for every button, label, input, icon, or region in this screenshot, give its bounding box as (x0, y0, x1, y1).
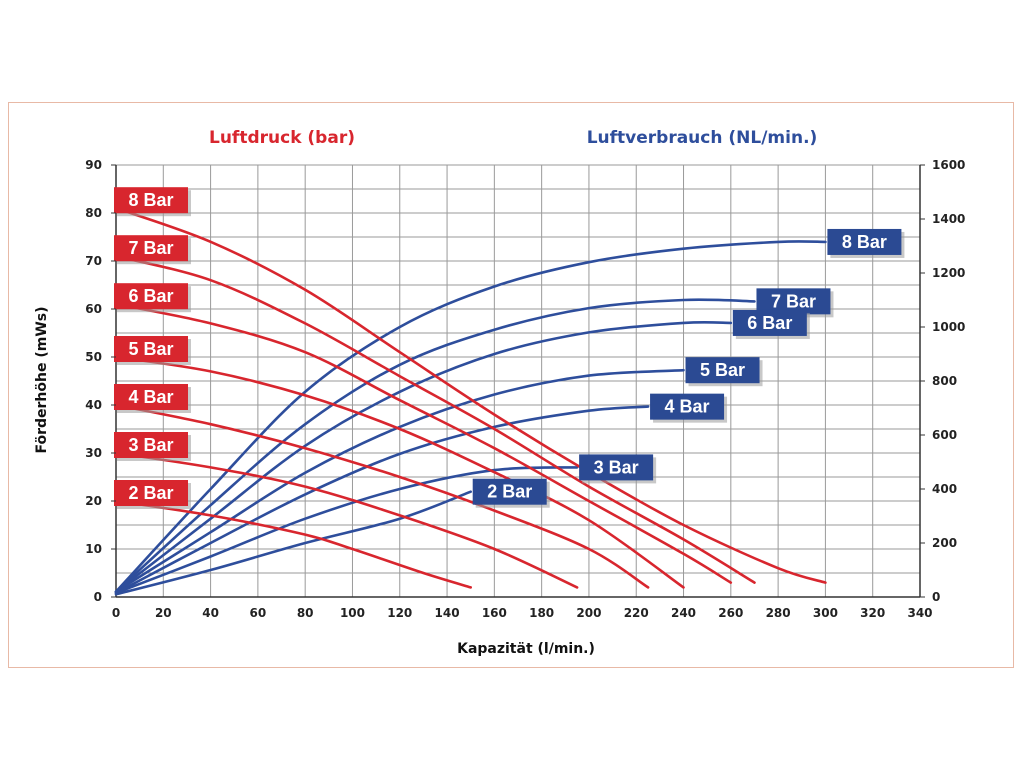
y-right-tick-label: 1000 (932, 320, 965, 334)
series-label-box (685, 357, 760, 384)
pressure-series-label: 4 Bar (114, 384, 191, 413)
pressure-curve (114, 403, 650, 589)
series-label-text: 6 Bar (128, 286, 173, 306)
series-label-text: 4 Bar (665, 397, 710, 417)
x-tick-label: 80 (297, 606, 314, 620)
y-axis-label-left: Förderhöhe (mWs) (34, 306, 50, 453)
y-right-tick-label: 1200 (932, 266, 965, 280)
series-label-text: 8 Bar (842, 232, 887, 252)
consumption-curve (114, 466, 579, 595)
series-label-text: 2 Bar (128, 483, 173, 503)
series-label-box (114, 187, 188, 214)
x-tick-label: 340 (907, 606, 932, 620)
y-left-tick-label: 30 (85, 446, 102, 460)
series-label-box (114, 235, 188, 262)
x-tick-label: 20 (155, 606, 172, 620)
consumption-series-label: 2 Bar (472, 478, 550, 508)
y-right-tick-label: 400 (932, 482, 957, 496)
pressure-curve (114, 355, 685, 589)
x-tick-label: 100 (340, 606, 365, 620)
chart-frame (8, 102, 1014, 668)
consumption-curve (114, 405, 650, 595)
y-left-tick-label: 10 (85, 542, 102, 556)
y-left-tick-label: 50 (85, 350, 102, 364)
series-label-text: 5 Bar (128, 339, 173, 359)
series-label-text: 4 Bar (128, 387, 173, 407)
x-tick-label: 220 (624, 606, 649, 620)
consumption-series-label: 5 Bar (685, 357, 763, 387)
series-label-text: 5 Bar (700, 360, 745, 380)
right-title: Luftverbrauch (NL/min.) (587, 128, 818, 148)
series-label-box (732, 309, 807, 336)
series-label-text: 8 Bar (128, 190, 173, 210)
x-tick-label: 300 (813, 606, 838, 620)
y-left-tick-label: 40 (85, 398, 102, 412)
y-left-tick-label: 20 (85, 494, 102, 508)
y-right-tick-label: 0 (932, 590, 940, 604)
pressure-curve (114, 499, 472, 589)
series-label-box (114, 283, 188, 310)
pressure-curve (114, 302, 733, 584)
x-tick-label: 260 (718, 606, 743, 620)
series-label-box (827, 228, 902, 255)
x-tick-label: 120 (387, 606, 412, 620)
y-left-tick-label: 80 (85, 206, 102, 220)
y-right-tick-label: 1400 (932, 212, 965, 226)
x-tick-label: 140 (435, 606, 460, 620)
consumption-series-label: 6 Bar (732, 309, 810, 339)
y-left-tick-label: 70 (85, 254, 102, 268)
pressure-series-label: 6 Bar (114, 283, 191, 313)
series-label-box (579, 454, 654, 481)
x-tick-label: 180 (529, 606, 554, 620)
y-right-tick-label: 600 (932, 428, 957, 442)
consumption-curve (114, 240, 827, 593)
y-right-tick-label: 200 (932, 536, 957, 550)
x-tick-label: 60 (250, 606, 267, 620)
y-right-tick-label: 800 (932, 374, 957, 388)
pressure-series-label: 7 Bar (114, 235, 191, 265)
series-label-box (114, 480, 188, 506)
x-tick-label: 280 (766, 606, 791, 620)
series-label-box (114, 384, 188, 410)
series-label-text: 7 Bar (128, 238, 173, 258)
pressure-series-label: 5 Bar (114, 336, 191, 365)
consumption-curve (114, 490, 472, 596)
consumption-series-label: 3 Bar (579, 454, 657, 484)
consumption-curve (114, 298, 756, 593)
y-left-tick-label: 0 (94, 590, 102, 604)
y-right-tick-label: 1600 (932, 158, 965, 172)
series-label-text: 3 Bar (594, 457, 639, 477)
consumption-series-label: 8 Bar (827, 228, 905, 258)
pressure-series-label: 8 Bar (114, 187, 191, 217)
series-label-box (472, 478, 547, 505)
series-label-text: 6 Bar (747, 313, 792, 333)
x-tick-label: 200 (576, 606, 601, 620)
series-label-text: 2 Bar (487, 482, 532, 502)
x-tick-label: 0 (112, 606, 120, 620)
pressure-series-label: 3 Bar (114, 432, 191, 461)
y-left-tick-label: 60 (85, 302, 102, 316)
x-tick-label: 240 (671, 606, 696, 620)
consumption-curve (114, 368, 685, 593)
series-label-box (650, 393, 725, 420)
series-label-text: 3 Bar (128, 435, 173, 455)
series-label-text: 7 Bar (771, 291, 816, 311)
series-label-box (114, 336, 188, 362)
x-tick-label: 40 (202, 606, 219, 620)
x-axis-label: Kapazität (l/min.) (457, 641, 595, 657)
series-label-box (114, 432, 188, 458)
consumption-series-label: 4 Bar (650, 393, 728, 423)
pressure-series-label: 2 Bar (114, 480, 191, 509)
x-tick-label: 160 (482, 606, 507, 620)
x-tick-label: 320 (860, 606, 885, 620)
y-left-tick-label: 90 (85, 158, 102, 172)
pressure-curve (114, 451, 579, 589)
left-title: Luftdruck (bar) (209, 128, 355, 148)
pressure-curve (114, 254, 756, 584)
pressure-curve (114, 206, 827, 584)
